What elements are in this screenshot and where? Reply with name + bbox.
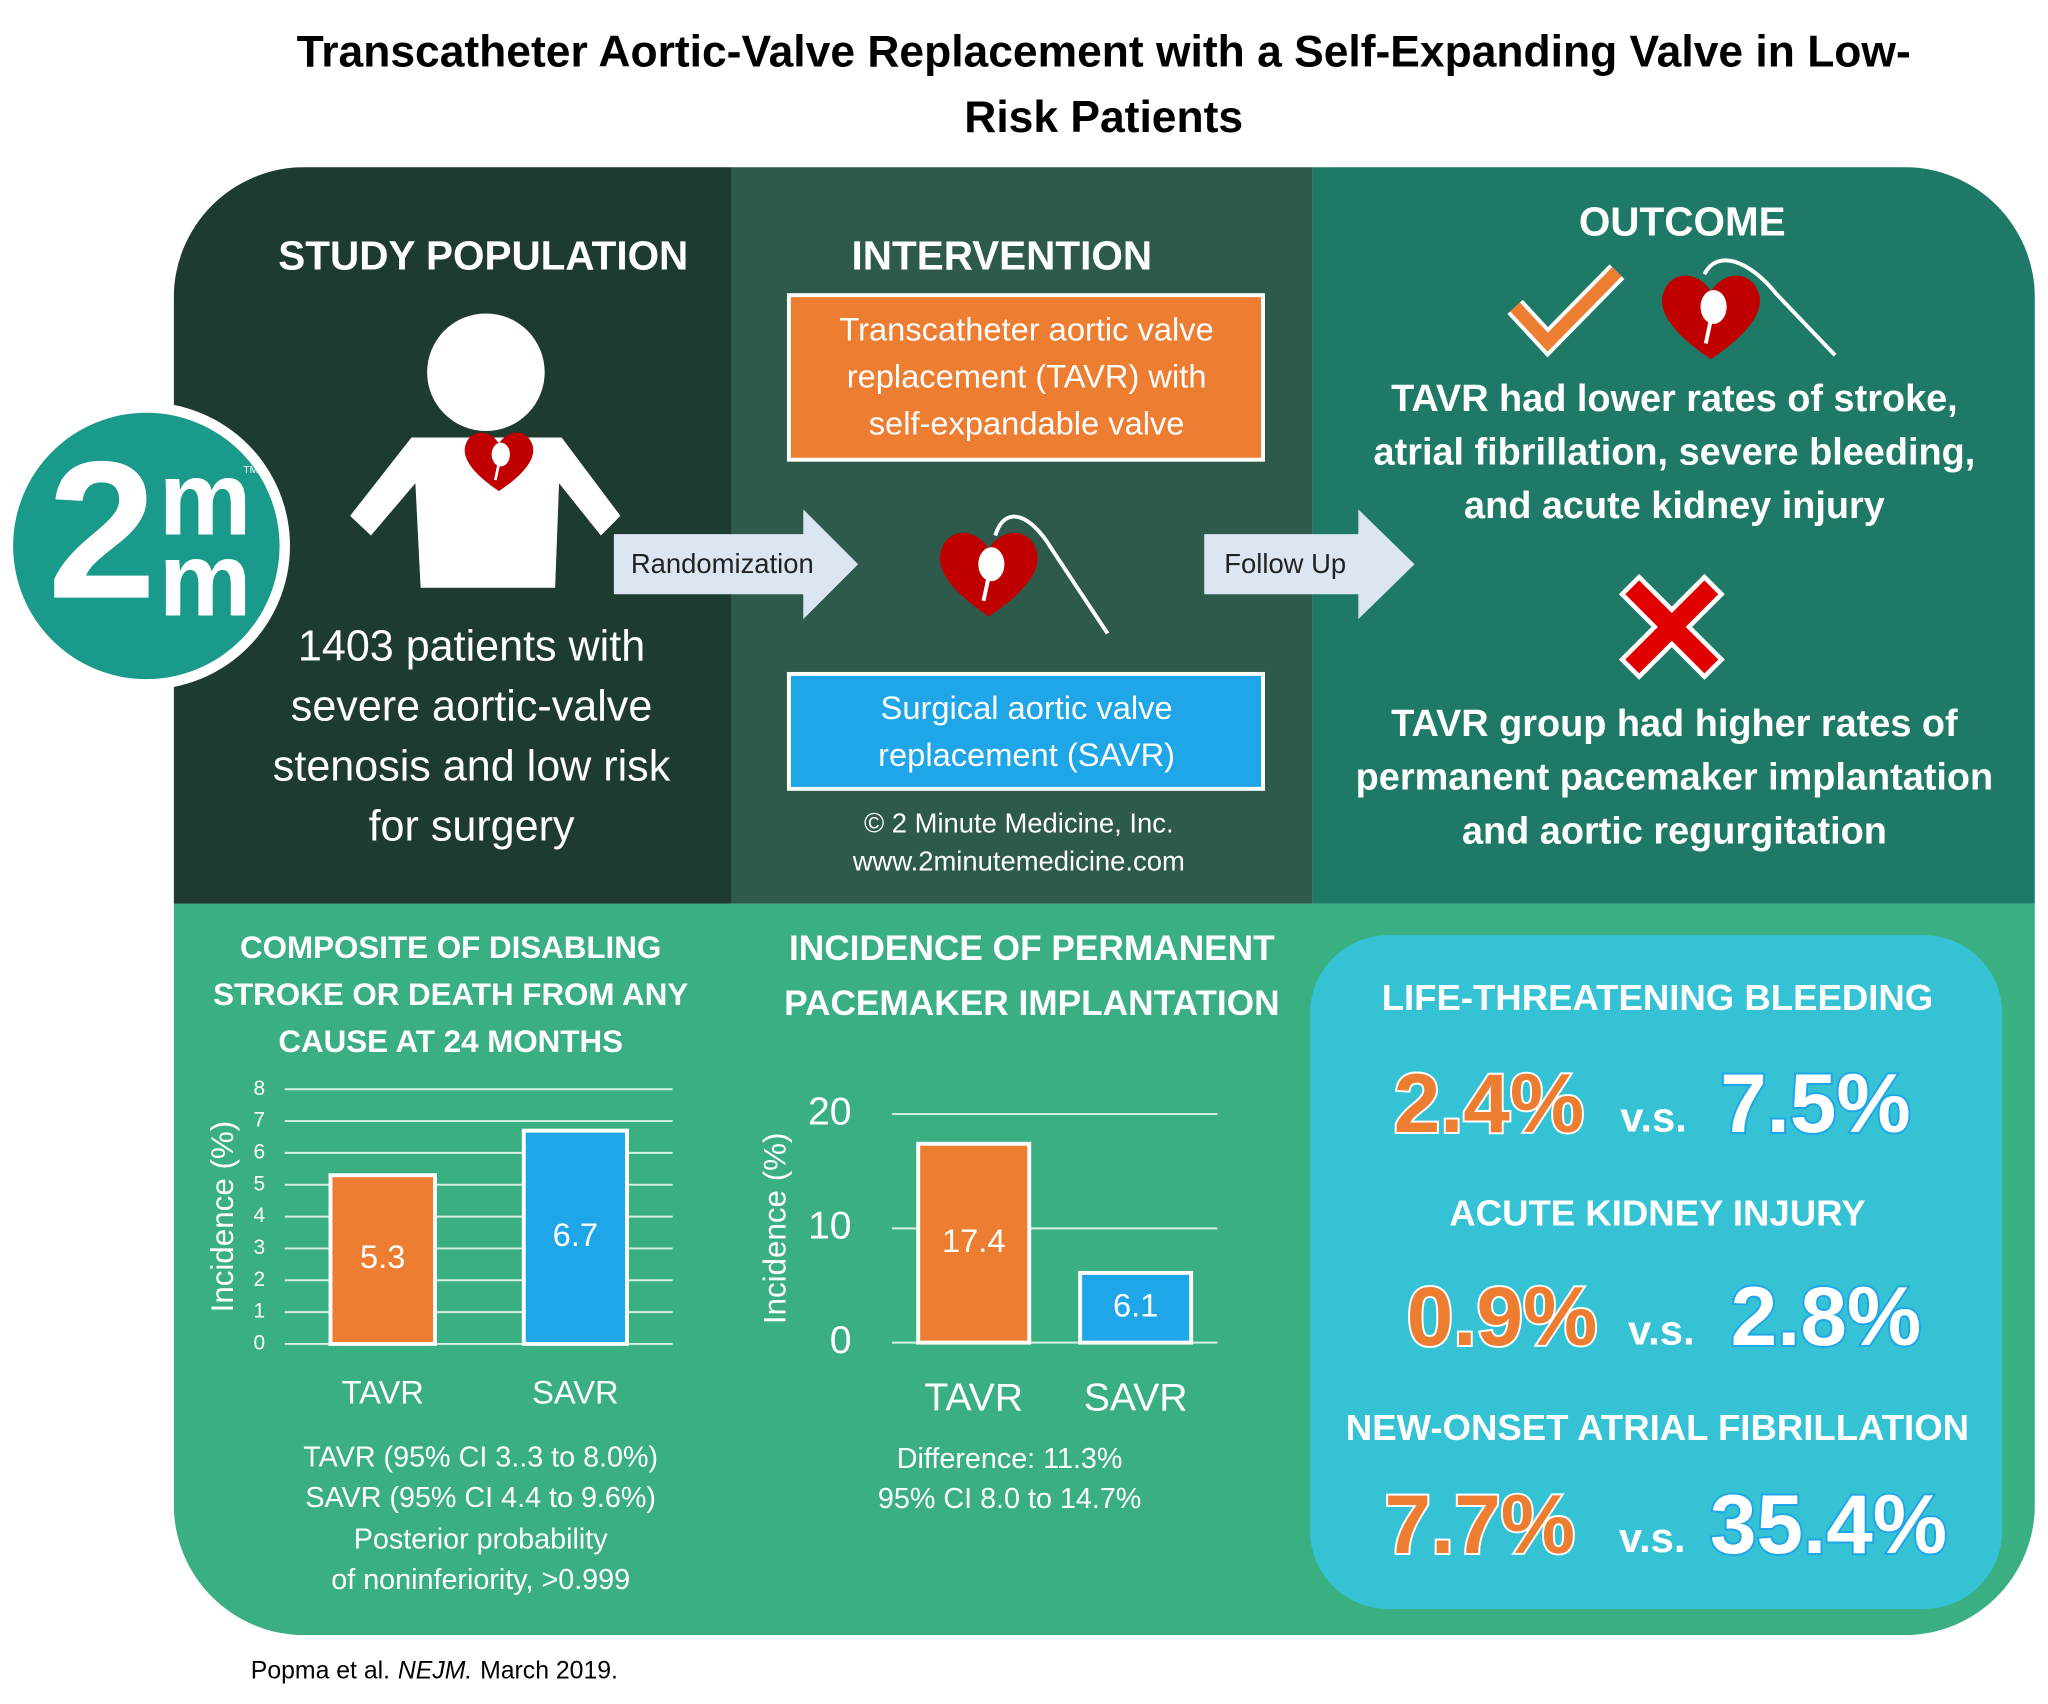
bar (1078, 1270, 1194, 1345)
cross-icon (1618, 573, 1725, 680)
catheter (1702, 258, 1837, 357)
y-tick-label: 0 (254, 1331, 266, 1354)
stat-tavr: 2.4% (1394, 1056, 1585, 1150)
chart-note: Difference: 11.3% (897, 1443, 1123, 1475)
stat-savr: 2.8% (1731, 1269, 1922, 1363)
bar (916, 1141, 1032, 1345)
value-label: 17.4 (942, 1222, 1006, 1259)
charts: 0 1 2 3 4 5 6 7 8 Incidence (%) 5.3 TAVR 6.7 SAVR 0 10 2… (205, 1077, 1218, 1419)
x-tick-label: TAVR (342, 1373, 424, 1410)
title: Transcatheter Aortic-Valve Replacement w… (297, 28, 1911, 77)
logo-text: 2 (47, 421, 156, 640)
stat-vs: v.s. (1620, 1094, 1687, 1141)
outcome-text: TAVR group had higher rates of (1391, 703, 1958, 745)
citation-authors: Popma et al. (251, 1657, 390, 1684)
person-body (350, 437, 621, 588)
y-tick-label: 0 (830, 1319, 852, 1362)
chart-title: INCIDENCE OF PERMANENT (789, 929, 1275, 968)
text: Transcatheter aortic valve (839, 310, 1213, 347)
value-label: 6.1 (1113, 1286, 1158, 1323)
y-tick-label: 8 (254, 1077, 266, 1100)
citation-date: March 2019. (480, 1657, 618, 1684)
y-tick-label: 3 (254, 1236, 266, 1259)
tavr-box (786, 293, 1265, 462)
stat-heading: LIFE-THREATENING BLEEDING (1382, 977, 1934, 1018)
y-tick-label: 10 (808, 1205, 852, 1248)
person-head (427, 313, 545, 431)
logo-text: m (159, 521, 252, 638)
outcome-text: atrial fibrillation, severe bleeding, (1374, 432, 1976, 474)
value-label: 5.3 (360, 1238, 405, 1275)
stats-panel (1310, 935, 2003, 1610)
stat-savr: 7.5% (1720, 1056, 1911, 1150)
text: self-expandable valve (869, 404, 1185, 441)
logo (13, 412, 280, 680)
stat-tavr: 7.7% (1385, 1477, 1576, 1571)
text: replacement (TAVR) with (847, 357, 1207, 394)
arrow-label: Randomization (631, 548, 814, 579)
chart-note: Posterior probability (354, 1524, 608, 1556)
stat-tavr: 0.9% (1407, 1269, 1598, 1363)
citation: Popma et al. NEJM. March 2019. (251, 1657, 618, 1684)
arrow-label: Follow Up (1224, 548, 1346, 579)
arrow (1204, 509, 1415, 620)
y-axis-label: Incidence (%) (757, 1133, 792, 1325)
outcome-text: TAVR had lower rates of stroke, (1391, 378, 1958, 420)
x-tick-label: SAVR (532, 1373, 618, 1410)
outcome-text: and acute kidney injury (1464, 485, 1885, 527)
outcome-text: permanent pacemaker implantation (1356, 757, 1994, 799)
stat-vs: v.s. (1619, 1514, 1686, 1561)
copyright: www.2minutemedicine.com (852, 846, 1185, 877)
bar (521, 1128, 629, 1346)
y-tick-label: 1 (254, 1300, 266, 1323)
chart-title: PACEMAKER IMPLANTATION (784, 984, 1279, 1023)
x-tick-label: TAVR (924, 1376, 1023, 1419)
stat-heading: NEW-ONSET ATRIAL FIBRILLATION (1346, 1407, 1969, 1448)
heading: STUDY POPULATION (278, 232, 688, 278)
text: Surgical aortic valve (881, 689, 1173, 726)
text: severe aortic-valve (291, 683, 653, 731)
copyright: © 2 Minute Medicine, Inc. (864, 808, 1174, 839)
text: 1403 patients with (298, 622, 645, 670)
citation-journal: NEJM. (398, 1657, 472, 1684)
stat-savr: 35.4% (1710, 1477, 1947, 1571)
text: for surgery (369, 803, 575, 851)
bar (328, 1173, 437, 1346)
stat-vs: v.s. (1628, 1307, 1695, 1354)
savr-box (786, 671, 1265, 791)
y-tick-label: 5 (254, 1172, 266, 1195)
y-tick-label: 20 (808, 1090, 852, 1133)
stat-heading: ACUTE KIDNEY INJURY (1449, 1193, 1865, 1234)
text: replacement (SAVR) (878, 736, 1175, 773)
outcome-text: and aortic regurgitation (1462, 810, 1887, 852)
arrow (613, 509, 859, 620)
y-tick-label: 4 (254, 1204, 266, 1227)
y-tick-label: 6 (254, 1140, 266, 1163)
value-label: 6.7 (553, 1216, 598, 1253)
logo-text: m (159, 440, 252, 557)
chart-note: SAVR (95% CI 4.4 to 9.6%) (305, 1482, 656, 1514)
catheter (993, 514, 1110, 635)
y-tick-label: 2 (254, 1268, 266, 1291)
chart-note: of noninferiority, >0.999 (331, 1564, 630, 1596)
title: Risk Patients (964, 93, 1243, 142)
heading: OUTCOME (1579, 198, 1786, 244)
chart-note: TAVR (95% CI 3..3 to 8.0%) (303, 1441, 658, 1473)
text: stenosis and low risk (273, 743, 671, 791)
stats: LIFE-THREATENING BLEEDING 2.4% v.s. 7.5% ACU… (1346, 977, 1969, 1573)
y-tick-label: 7 (254, 1109, 266, 1132)
chart-note: 95% CI 8.0 to 14.7% (878, 1483, 1141, 1515)
y-axis-label: Incidence (%) (205, 1121, 240, 1313)
chart-title: CAUSE AT 24 MONTHS (278, 1024, 623, 1059)
x-tick-label: SAVR (1084, 1376, 1188, 1419)
heading: INTERVENTION (852, 232, 1153, 278)
logo-tm: TM (243, 465, 258, 476)
chart-title: COMPOSITE OF DISABLING (240, 930, 661, 965)
chart-title: STROKE OR DEATH FROM ANY (213, 977, 688, 1012)
checkmark (1510, 267, 1622, 352)
